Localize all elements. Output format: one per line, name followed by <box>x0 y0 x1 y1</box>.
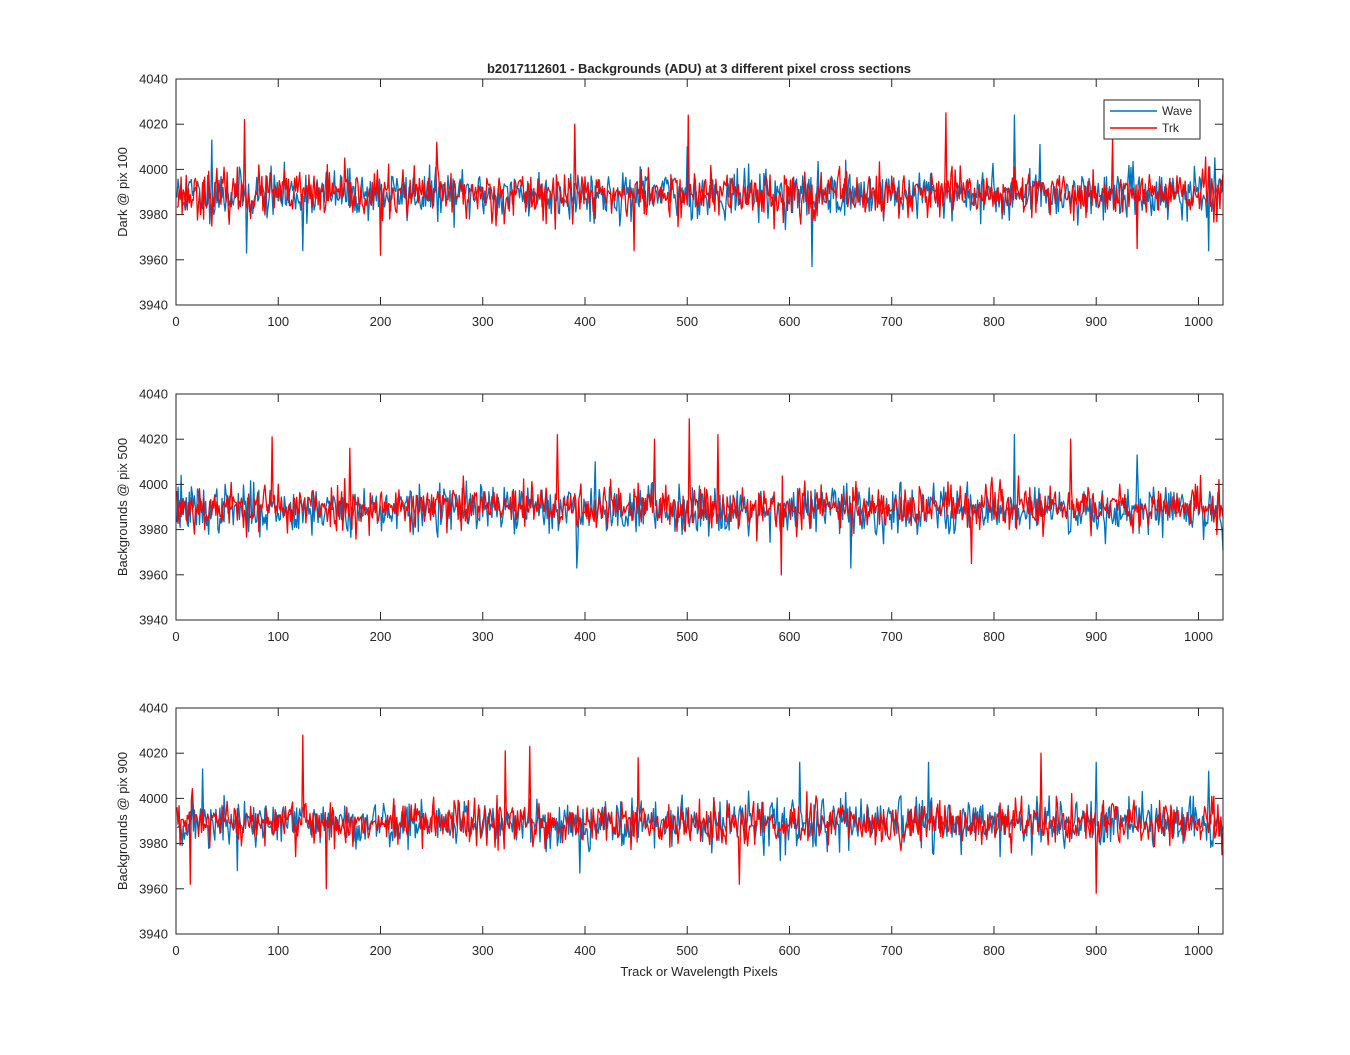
x-tick-label: 700 <box>881 629 903 644</box>
y-tick-label: 3980 <box>139 207 168 222</box>
x-tick-label: 300 <box>472 629 494 644</box>
y-tick-label: 4040 <box>139 701 168 716</box>
x-tick-label: 400 <box>574 943 596 958</box>
y-tick-label: 4020 <box>139 117 168 132</box>
x-tick-label: 0 <box>172 943 179 958</box>
legend-box <box>1103 99 1201 140</box>
x-axis-label: Track or Wavelength Pixels <box>620 964 778 979</box>
subplot-dark-pix-100: 0 100 200 300 400 500 600 700 800 900 1000 3940 3960… <box>115 61 1224 329</box>
legend: Wave Trk <box>1103 99 1201 140</box>
x-tick-label: 1000 <box>1184 629 1213 644</box>
y-tick-label: 4020 <box>139 432 168 447</box>
legend-label-trk: Trk <box>1162 121 1180 135</box>
y-tick-label: 3980 <box>139 836 168 851</box>
y-tick-label: 3960 <box>139 252 168 267</box>
series-line-trk <box>176 112 1224 256</box>
x-tick-label: 200 <box>370 943 392 958</box>
x-tick-label: 600 <box>779 629 801 644</box>
subplot-backgrounds-pix-900: 0 100 200 300 400 500 600 700 800 900 1000 3940 3960… <box>115 701 1224 979</box>
series-line-trk <box>176 418 1224 576</box>
x-tick-label: 300 <box>472 314 494 329</box>
x-tick-label: 1000 <box>1184 943 1213 958</box>
x-tick-label: 700 <box>881 943 903 958</box>
x-tick-label: 800 <box>983 314 1005 329</box>
x-tick-label: 900 <box>1085 629 1107 644</box>
x-tick-label: 100 <box>267 314 289 329</box>
x-tick-label: 600 <box>779 943 801 958</box>
x-tick-label: 700 <box>881 314 903 329</box>
x-tick-label: 500 <box>676 314 698 329</box>
y-tick-label: 3940 <box>139 613 168 628</box>
x-tick-label: 100 <box>267 629 289 644</box>
y-tick-label: 4020 <box>139 746 168 761</box>
x-tick-label: 400 <box>574 629 596 644</box>
x-tick-label: 600 <box>779 314 801 329</box>
y-axis-label: Dark @ pix 100 <box>115 147 130 237</box>
x-tick-label: 200 <box>370 629 392 644</box>
x-tick-label: 0 <box>172 314 179 329</box>
figure-title: b2017112601 - Backgrounds (ADU) at 3 dif… <box>487 61 911 76</box>
y-tick-label: 4040 <box>139 72 168 87</box>
y-tick-label: 3980 <box>139 522 168 537</box>
series-line-trk <box>176 734 1224 894</box>
subplot-backgrounds-pix-500: 0 100 200 300 400 500 600 700 800 900 1000 3940 3960… <box>115 387 1224 644</box>
y-tick-label: 3960 <box>139 881 168 896</box>
x-tick-label: 500 <box>676 943 698 958</box>
y-tick-label: 3940 <box>139 298 168 313</box>
x-tick-label: 900 <box>1085 943 1107 958</box>
x-tick-label: 800 <box>983 943 1005 958</box>
x-tick-label: 400 <box>574 314 596 329</box>
y-tick-label: 4000 <box>139 162 168 177</box>
x-tick-label: 800 <box>983 629 1005 644</box>
x-tick-label: 900 <box>1085 314 1107 329</box>
y-axis-label: Backgrounds @ pix 900 <box>115 752 130 890</box>
y-axis-label: Backgrounds @ pix 500 <box>115 438 130 576</box>
y-tick-label: 3960 <box>139 567 168 582</box>
y-tick-label: 4040 <box>139 387 168 402</box>
x-tick-label: 1000 <box>1184 314 1213 329</box>
y-tick-label: 4000 <box>139 791 168 806</box>
x-tick-label: 0 <box>172 629 179 644</box>
x-tick-label: 200 <box>370 314 392 329</box>
y-tick-label: 4000 <box>139 477 168 492</box>
y-tick-label: 3940 <box>139 927 168 942</box>
x-tick-label: 300 <box>472 943 494 958</box>
x-tick-label: 100 <box>267 943 289 958</box>
x-tick-label: 500 <box>676 629 698 644</box>
legend-label-wave: Wave <box>1162 104 1193 118</box>
